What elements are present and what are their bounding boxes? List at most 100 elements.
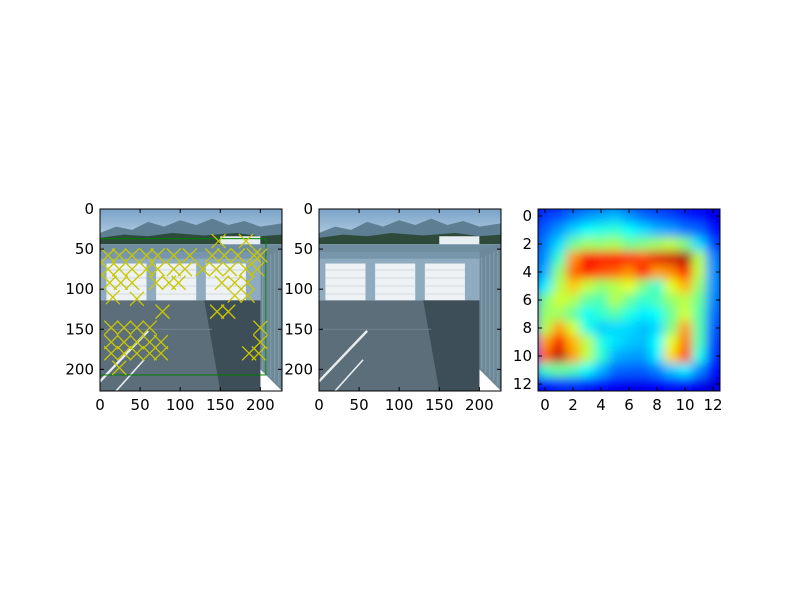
panel-2-ytick-label: 150 [284,320,313,338]
heatmap-cell [608,377,623,392]
heatmap-cell [650,293,665,308]
panel-3-xtick-label: 12 [703,396,722,414]
panel-3-xtick-label: 10 [675,396,694,414]
panel-3-ytick-label: 12 [513,375,532,393]
heatmap-cell [580,363,595,378]
panel-3-xtick-label: 8 [652,396,662,414]
heatmap-cell [622,293,637,308]
heatmap-cell [566,279,581,294]
panel-3-xtick-label: 4 [596,396,606,414]
heatmap-cell [538,363,553,378]
heatmap-cell [594,251,609,266]
heatmap-cell [678,223,693,238]
panel-3-ytick-label: 2 [522,235,532,253]
heatmap-cell [650,265,665,280]
heatmap-cell [552,335,567,350]
heatmap-cell [580,377,595,392]
heatmap-cell [636,209,651,224]
panel-1-xtick-label: 150 [206,396,235,414]
heatmap-cell [608,335,623,350]
heatmap-cell [566,293,581,308]
panel-1-ytick-label: 100 [65,280,94,298]
heatmap-cell [622,321,637,336]
heatmap-cell [580,279,595,294]
heatmap-cell [678,265,693,280]
heatmap-cell [664,307,679,322]
panel-1-image [100,209,282,391]
heatmap-cell [650,251,665,266]
heatmap-cell [636,363,651,378]
heatmap-cell [566,321,581,336]
heatmap-cell [636,293,651,308]
heatmap-cell [664,251,679,266]
heatmap-cell [664,265,679,280]
heatmap-cell [538,279,553,294]
heatmap-cell [580,223,595,238]
heatmap-cell [664,335,679,350]
panel-3-ytick-label: 10 [513,347,532,365]
heatmap-cell [566,349,581,364]
heatmap-cell [580,237,595,252]
heatmap-cell [594,223,609,238]
heatmap-cell [664,237,679,252]
panel-1-ytick-label: 50 [75,240,94,258]
heatmap-cell [706,223,721,238]
panel-1-xtick-label: 50 [131,396,150,414]
heatmap-cell [692,335,707,350]
heatmap-cell [692,307,707,322]
heatmap-cell [580,335,595,350]
heatmap-cell [650,363,665,378]
panel-2-xtick-label: 100 [385,396,414,414]
heatmap-cell [636,279,651,294]
heatmap-cell [678,279,693,294]
panel-1-ytick-label: 150 [65,320,94,338]
heatmap-cell [622,251,637,266]
heatmap-cell [650,349,665,364]
heatmap-cell [580,349,595,364]
heatmap-cell [552,279,567,294]
panel-1-xtick-label: 0 [95,396,105,414]
heatmap-cell [706,363,721,378]
panel-3: 0 2 4 6 8 10 12024681012 [513,189,740,414]
heatmap-cell [552,223,567,238]
heatmap-cell [692,363,707,378]
heatmap-cell [650,321,665,336]
heatmap-cell [594,363,609,378]
panel-2-xtick-label: 150 [425,396,454,414]
heatmap-cell [636,223,651,238]
heatmap-cell [692,251,707,266]
heatmap-cell [706,279,721,294]
heatmap-cell [636,321,651,336]
panel-3-ytick-label: 4 [522,263,532,281]
heatmap-cell [566,237,581,252]
heatmap-cell [552,349,567,364]
heatmap-cell [608,307,623,322]
panel-2-xtick-label: 0 [314,396,324,414]
heatmap-cell [608,251,623,266]
heatmap-cell [664,321,679,336]
panel-1-xtick-label: 100 [166,396,195,414]
heatmap-cell [552,293,567,308]
heatmap-cell [650,335,665,350]
heatmap-cell [678,363,693,378]
panel-2-ytick-label: 50 [294,240,313,258]
heatmap-cell [566,307,581,322]
heatmap-cell [608,363,623,378]
heatmap-cell [566,265,581,280]
heatmap-cell [692,237,707,252]
heatmap-cell [650,237,665,252]
heatmap-cell [636,251,651,266]
panel-2-ytick-label: 200 [284,360,313,378]
heatmap-cell [566,363,581,378]
heatmap-cell [650,279,665,294]
heatmap-cell [622,307,637,322]
heatmap-cell [636,349,651,364]
heatmap-cell [692,293,707,308]
heatmap-cell [678,349,693,364]
panel-2-xtick-label: 200 [465,396,494,414]
heatmap-cell [552,307,567,322]
heatmap-cell [692,209,707,224]
panel-3-ytick-label: 0 [522,207,532,225]
heatmap-cell [636,237,651,252]
